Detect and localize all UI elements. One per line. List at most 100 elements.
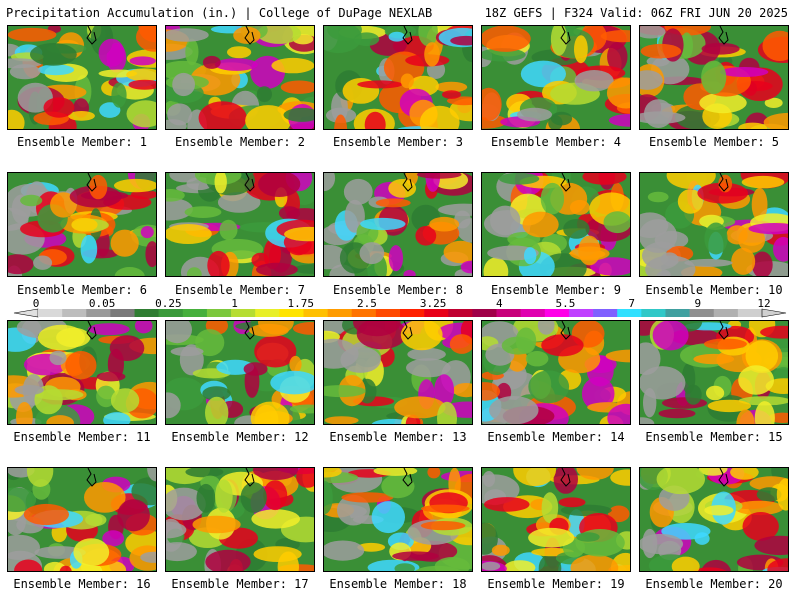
ensemble-member-map xyxy=(165,172,315,277)
scale-swatch xyxy=(206,309,232,317)
shoreline xyxy=(244,321,255,340)
ensemble-member-label: Ensemble Member: 9 xyxy=(490,283,622,297)
scale-swatch xyxy=(375,309,401,317)
scale-swatch xyxy=(38,309,63,317)
precip-field xyxy=(640,321,788,424)
shoreline xyxy=(718,468,729,487)
scale-swatch xyxy=(568,309,594,317)
scale-tick-label: 12 xyxy=(757,297,771,310)
scale-tick-label: 0 xyxy=(32,297,40,310)
scale-swatch xyxy=(231,309,256,317)
ensemble-member-map xyxy=(7,320,157,425)
scale-swatch xyxy=(110,309,135,317)
scale-swatch xyxy=(665,309,690,317)
ensemble-member-label: Ensemble Member: 18 xyxy=(329,577,467,591)
scale-swatch xyxy=(520,309,546,317)
precip-field xyxy=(166,173,314,276)
precip-field xyxy=(166,321,314,424)
shoreline xyxy=(402,468,413,487)
precip-field xyxy=(166,468,314,571)
ensemble-member-label: Ensemble Member: 20 xyxy=(645,577,783,591)
scale-swatch xyxy=(472,309,497,317)
scale-swatch xyxy=(62,309,87,317)
precip-field xyxy=(324,173,472,276)
scale-swatch xyxy=(182,309,208,317)
ensemble-member-map xyxy=(639,467,789,572)
ensemble-member-label: Ensemble Member: 6 xyxy=(16,283,148,297)
scale-swatch xyxy=(400,309,425,317)
shoreline xyxy=(402,26,413,45)
ensemble-member-label: Ensemble Member: 16 xyxy=(13,577,151,591)
precip-field xyxy=(482,468,630,571)
scale-swatch xyxy=(424,309,449,317)
ensemble-member-map xyxy=(639,25,789,130)
ensemble-member-map xyxy=(7,172,157,277)
ensemble-member-map xyxy=(323,467,473,572)
ensemble-member-map xyxy=(323,25,473,130)
scale-swatch xyxy=(496,309,521,317)
scale-swatch xyxy=(641,309,666,317)
ensemble-member-map xyxy=(165,25,315,130)
scale-tick-label: 4 xyxy=(495,297,503,310)
precip-field xyxy=(482,173,630,276)
scale-swatch xyxy=(713,309,739,317)
ensemble-member-label: Ensemble Member: 15 xyxy=(645,430,783,444)
ensemble-member-label: Ensemble Member: 17 xyxy=(171,577,309,591)
ensemble-member-map xyxy=(481,25,631,130)
ensemble-member-map xyxy=(165,320,315,425)
precip-field xyxy=(166,26,314,129)
scale-swatch xyxy=(737,309,763,317)
ensemble-member-label: Ensemble Member: 19 xyxy=(487,577,625,591)
precip-field xyxy=(8,26,156,129)
ensemble-member-map xyxy=(323,172,473,277)
scale-swatch xyxy=(303,309,328,317)
precip-field xyxy=(8,173,156,276)
scale-swatch xyxy=(544,309,570,317)
shoreline xyxy=(718,321,729,340)
shoreline xyxy=(86,26,97,45)
shoreline xyxy=(718,173,729,192)
ensemble-member-label: Ensemble Member: 13 xyxy=(329,430,467,444)
scale-tick-label: 0.25 xyxy=(155,297,182,310)
scale-swatch xyxy=(617,309,642,317)
color-scale-bar xyxy=(13,308,787,318)
run-info: 18Z GEFS | F324 Valid: 06Z FRI JUN 20 20… xyxy=(484,6,788,20)
scale-tick-label: 3.25 xyxy=(419,297,447,310)
ensemble-member-map xyxy=(481,467,631,572)
precip-field xyxy=(8,468,156,571)
scale-swatch xyxy=(351,309,377,317)
scale-tick-label: 9 xyxy=(694,297,702,310)
scale-swatch xyxy=(134,309,159,317)
shoreline xyxy=(86,468,97,487)
scale-tick-label: 5.5 xyxy=(555,297,576,310)
ensemble-member-map xyxy=(323,320,473,425)
scale-swatch xyxy=(593,309,618,317)
ensemble-member-map xyxy=(639,320,789,425)
shoreline xyxy=(560,26,571,45)
scale-swatch xyxy=(689,309,715,317)
ensemble-member-map xyxy=(481,172,631,277)
scale-tick-label: 2.5 xyxy=(356,297,377,310)
scale-tick-label: 1.75 xyxy=(287,297,314,310)
shoreline xyxy=(402,173,413,192)
shoreline xyxy=(560,468,571,487)
scale-tick-label: 7 xyxy=(628,297,635,310)
map-title: Precipitation Accumulation (in.) | Colle… xyxy=(6,6,433,20)
precip-field xyxy=(482,321,630,424)
shoreline xyxy=(718,26,729,45)
ensemble-member-label: Ensemble Member: 14 xyxy=(487,430,625,444)
shoreline xyxy=(86,173,97,192)
ensemble-member-label: Ensemble Member: 10 xyxy=(645,283,783,297)
precip-field xyxy=(324,468,472,571)
precip-field xyxy=(640,173,788,276)
precip-field xyxy=(8,321,156,424)
shoreline xyxy=(86,321,97,340)
shoreline xyxy=(244,173,255,192)
precip-field xyxy=(324,321,472,424)
ensemble-member-label: Ensemble Member: 3 xyxy=(332,135,464,149)
scale-tick-label: 1 xyxy=(231,297,238,310)
precip-field xyxy=(640,26,788,129)
scale-swatch xyxy=(327,309,353,317)
ensemble-member-map xyxy=(7,467,157,572)
precip-field xyxy=(482,26,630,129)
